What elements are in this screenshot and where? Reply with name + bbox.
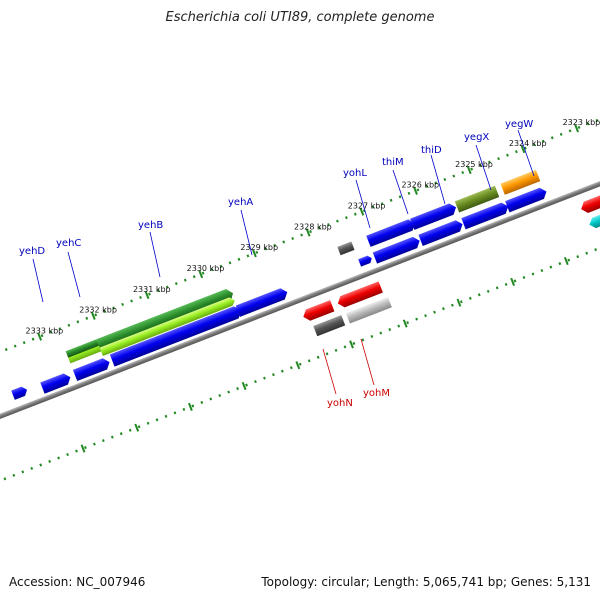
gene-feature <box>11 386 27 400</box>
gene-label-yehc: yehC <box>56 238 81 249</box>
ruler-tick <box>144 290 150 300</box>
gene-feature <box>410 203 457 230</box>
gene-label-yegx: yegX <box>464 132 489 143</box>
ruler-tick-label: 2332 kbp <box>79 306 117 315</box>
gene-label-yeha: yehA <box>228 197 253 208</box>
gene-feature <box>454 185 500 213</box>
gene-feature <box>337 281 383 308</box>
gene-feature <box>345 297 392 324</box>
ruler-tick <box>241 381 247 391</box>
gene-feature <box>109 306 242 367</box>
leader-line <box>240 209 253 256</box>
ruler-tick <box>413 186 418 195</box>
ruler-tick <box>37 332 43 341</box>
gene-feature <box>372 236 420 264</box>
ruler-tick-label: 2330 kbp <box>187 264 225 273</box>
gene-feature <box>505 187 547 213</box>
gene-feature <box>461 202 509 230</box>
leader-line <box>32 258 44 303</box>
gene-label-yegw: yegW <box>505 119 533 130</box>
ruler-tick <box>349 340 354 349</box>
gene-feature <box>581 190 600 213</box>
ruler-tick-label: 2333 kbp <box>26 327 64 336</box>
gene-feature <box>303 300 335 321</box>
gene-feature <box>65 339 99 358</box>
gene-feature <box>99 297 235 357</box>
leader-line <box>322 348 337 395</box>
ruler-tick-label: 2327 kbp <box>348 202 386 211</box>
ruler-tick <box>510 277 516 286</box>
ruler-tick <box>574 124 580 133</box>
gene-label-yehb: yehB <box>138 220 163 231</box>
accession-text: Accession: NC_007946 <box>9 575 146 589</box>
genome-axis <box>0 167 600 433</box>
gene-labels: yehD yehC yehB yehA yohL thiM thiD yegX … <box>19 119 533 409</box>
gene-label-yohm: yohM <box>363 388 390 399</box>
ruler-tick <box>198 270 204 279</box>
genome-summary-text: Topology: circular; Length: 5,065,741 bp… <box>261 575 591 589</box>
ruler-tick-label: 2325 kbp <box>455 160 493 169</box>
ruler-tick <box>188 402 193 411</box>
leader-line <box>392 169 409 215</box>
leader-line <box>355 179 371 229</box>
forward-ruler <box>0 112 600 376</box>
gene-feature <box>72 358 110 382</box>
gene-feature <box>337 241 355 256</box>
ruler-tick-label: 2331 kbp <box>133 285 171 294</box>
ruler-tick-label: 2323 kbp <box>563 118 600 127</box>
gene-feature <box>235 288 288 317</box>
leader-line <box>517 129 535 177</box>
gene-feature <box>358 255 372 267</box>
ruler-tick <box>295 361 301 370</box>
ruler-tick-label: 2326 kbp <box>401 181 439 190</box>
gene-feature <box>500 169 541 195</box>
ruler-tick <box>402 319 408 328</box>
reverse-ruler <box>0 224 600 488</box>
ruler-tick <box>80 444 86 453</box>
gene-feature <box>313 315 346 337</box>
leader-line <box>360 338 375 386</box>
ruler-tick <box>90 311 96 320</box>
gene-label-thim: thiM <box>382 157 404 168</box>
ruler-tick-label: 2329 kbp <box>240 243 278 252</box>
ruler-tick <box>456 298 462 307</box>
gene-label-yohl: yohL <box>343 168 367 179</box>
gene-leader-lines <box>32 129 535 395</box>
ruler-tick <box>466 165 472 175</box>
ruler-tick <box>359 207 365 216</box>
forward-strand-genes <box>11 169 547 400</box>
ruler-tick <box>134 423 140 432</box>
leader-line <box>430 154 446 205</box>
leader-line <box>475 144 492 191</box>
gene-label-yehd: yehD <box>19 246 45 257</box>
ruler-tick-label: 2324 kbp <box>509 139 547 148</box>
ruler-tick <box>563 256 569 266</box>
ruler-tick-label: 2328 kbp <box>294 222 332 231</box>
gene-feature <box>418 220 463 246</box>
leader-line <box>149 231 161 278</box>
gene-feature <box>40 373 71 394</box>
leader-line <box>67 251 81 298</box>
gene-feature <box>366 219 416 247</box>
gene-label-thid: thiD <box>421 145 442 156</box>
ruler-tick <box>305 228 311 237</box>
gene-label-yohn: yohN <box>327 398 353 409</box>
ruler-tick <box>520 145 526 154</box>
map-title: Escherichia coli UTI89, complete genome <box>165 10 435 25</box>
ruler-tick <box>252 249 257 258</box>
